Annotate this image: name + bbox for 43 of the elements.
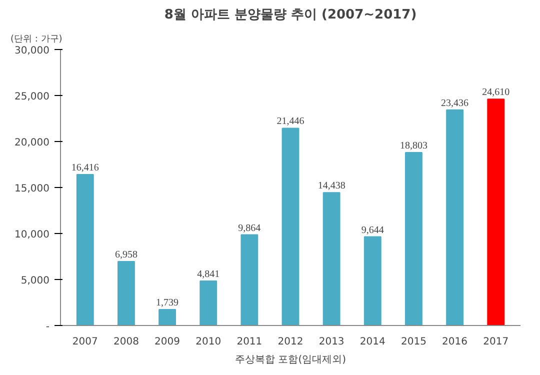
y-tick-label: 25,000 [14, 92, 50, 102]
data-label: 16,416 [71, 162, 99, 174]
y-tick-label: 15,000 [14, 184, 50, 194]
bar [322, 192, 340, 326]
data-label: 14,438 [318, 180, 346, 192]
data-label: 21,446 [276, 116, 304, 128]
data-label: 9,864 [238, 222, 261, 234]
x-tick-label: 2008 [113, 336, 139, 348]
bar [364, 236, 382, 326]
x-tick-label: 2012 [278, 336, 304, 348]
data-label: 18,803 [400, 140, 428, 152]
x-tick-label: 2011 [236, 336, 262, 348]
y-tick-label: 20,000 [14, 138, 50, 148]
bar [282, 128, 300, 326]
bar [487, 98, 505, 326]
y-tick-label: 10,000 [14, 230, 50, 240]
bar [118, 260, 135, 326]
bar [158, 309, 176, 326]
x-tick-label: 2007 [72, 336, 98, 348]
bar [446, 109, 464, 326]
text: (단위 : 가구) [10, 34, 62, 44]
x-tick-label: 2013 [318, 336, 344, 348]
x-tick-label: 2009 [154, 336, 180, 348]
bar [76, 174, 94, 326]
data-label: 1,739 [156, 298, 179, 308]
data-label: 9,644 [361, 224, 384, 236]
x-tick-label: 2016 [442, 336, 468, 348]
chart-title: 8월 아파트 분양물량 추이 (2007~2017) [164, 8, 417, 22]
y-tick-label: 5,000 [20, 276, 50, 286]
y-tick-label: 30,000 [14, 46, 50, 56]
bar [405, 152, 422, 326]
text: 주상복합 포함(임대제외) [235, 354, 346, 366]
bar [200, 280, 218, 326]
y-tick-label: - [46, 322, 50, 332]
x-tick-label: 2015 [400, 336, 426, 348]
x-tick-label: 2017 [483, 336, 509, 348]
data-label: 6,958 [114, 249, 138, 260]
data-label: 24,610 [482, 87, 510, 98]
x-tick-label: 2014 [360, 336, 386, 348]
bar [240, 234, 258, 326]
data-label: 23,436 [441, 98, 469, 109]
data-label: 4,841 [197, 268, 220, 280]
x-tick-label: 2010 [196, 336, 222, 348]
